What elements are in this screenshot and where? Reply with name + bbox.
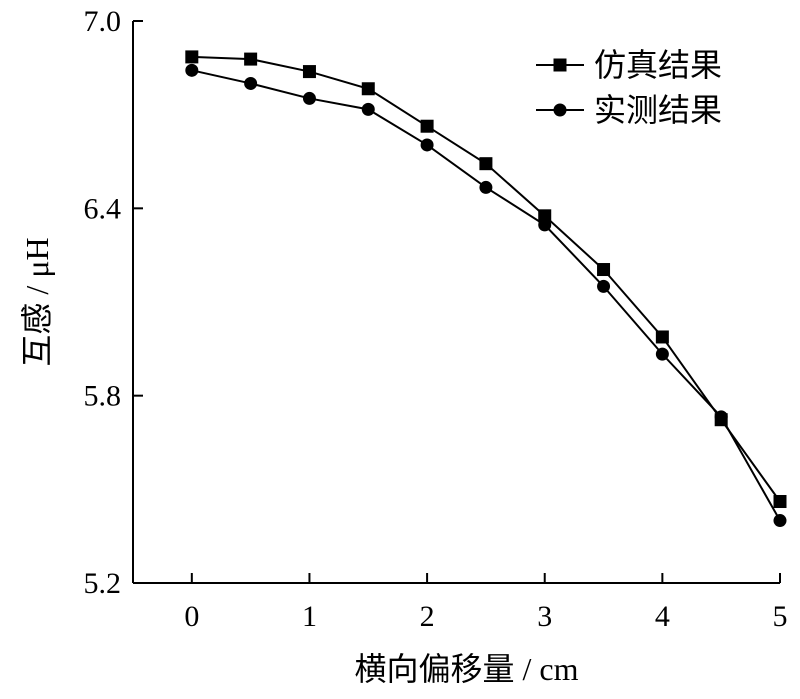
- data-point-square: [655, 330, 669, 344]
- legend-label-simulation: 仿真结果: [594, 47, 722, 83]
- y-tick-label: 6.4: [84, 192, 122, 225]
- data-point-square: [244, 52, 258, 66]
- data-point-square: [538, 209, 552, 223]
- series-line-measured: [191, 69, 781, 522]
- y-tick-label: 7.0: [84, 5, 122, 38]
- legend-entry-simulation: 仿真结果: [536, 47, 722, 83]
- legend: 仿真结果 实测结果: [536, 47, 722, 128]
- data-point-circle: [244, 76, 258, 90]
- data-point-circle: [479, 180, 493, 194]
- data-point-square: [479, 157, 493, 171]
- data-point-circle: [361, 102, 375, 116]
- y-axis-title: 互感 / μH: [19, 237, 55, 366]
- legend-marker-circle: [553, 103, 567, 117]
- data-point-circle: [185, 63, 199, 77]
- data-point-circle: [597, 279, 611, 293]
- x-tick-label: 1: [302, 600, 317, 633]
- data-point-circle: [773, 514, 787, 528]
- data-point-square: [597, 263, 611, 277]
- data-point-circle: [655, 347, 669, 361]
- x-tick-label: 3: [537, 600, 552, 633]
- ticks: 0 1 2 3 4 5 5.2 5.8 6.4 7.0: [84, 5, 788, 633]
- data-point-square: [185, 50, 199, 64]
- y-tick-label: 5.8: [84, 380, 122, 413]
- data-point-circle: [714, 410, 728, 424]
- x-axis-title: 横向偏移量 / cm: [355, 651, 579, 687]
- data-point-square: [361, 82, 375, 96]
- data-point-square: [420, 119, 434, 133]
- legend-marker-square: [553, 58, 567, 72]
- legend-entry-measured: 实测结果: [536, 92, 722, 128]
- y-tick-label: 5.2: [84, 567, 122, 600]
- data-point-circle: [302, 91, 316, 105]
- legend-label-measured: 实测结果: [594, 92, 722, 128]
- x-tick-label: 2: [420, 600, 435, 633]
- data-point-square: [773, 495, 787, 509]
- data-point-square: [302, 65, 316, 79]
- data-point-circle: [538, 218, 552, 232]
- x-tick-label: 0: [184, 600, 199, 633]
- x-tick-label: 5: [773, 600, 788, 633]
- data-point-circle: [420, 138, 434, 152]
- axes: [132, 21, 780, 584]
- series-layer: [185, 50, 787, 528]
- x-tick-label: 4: [655, 600, 670, 633]
